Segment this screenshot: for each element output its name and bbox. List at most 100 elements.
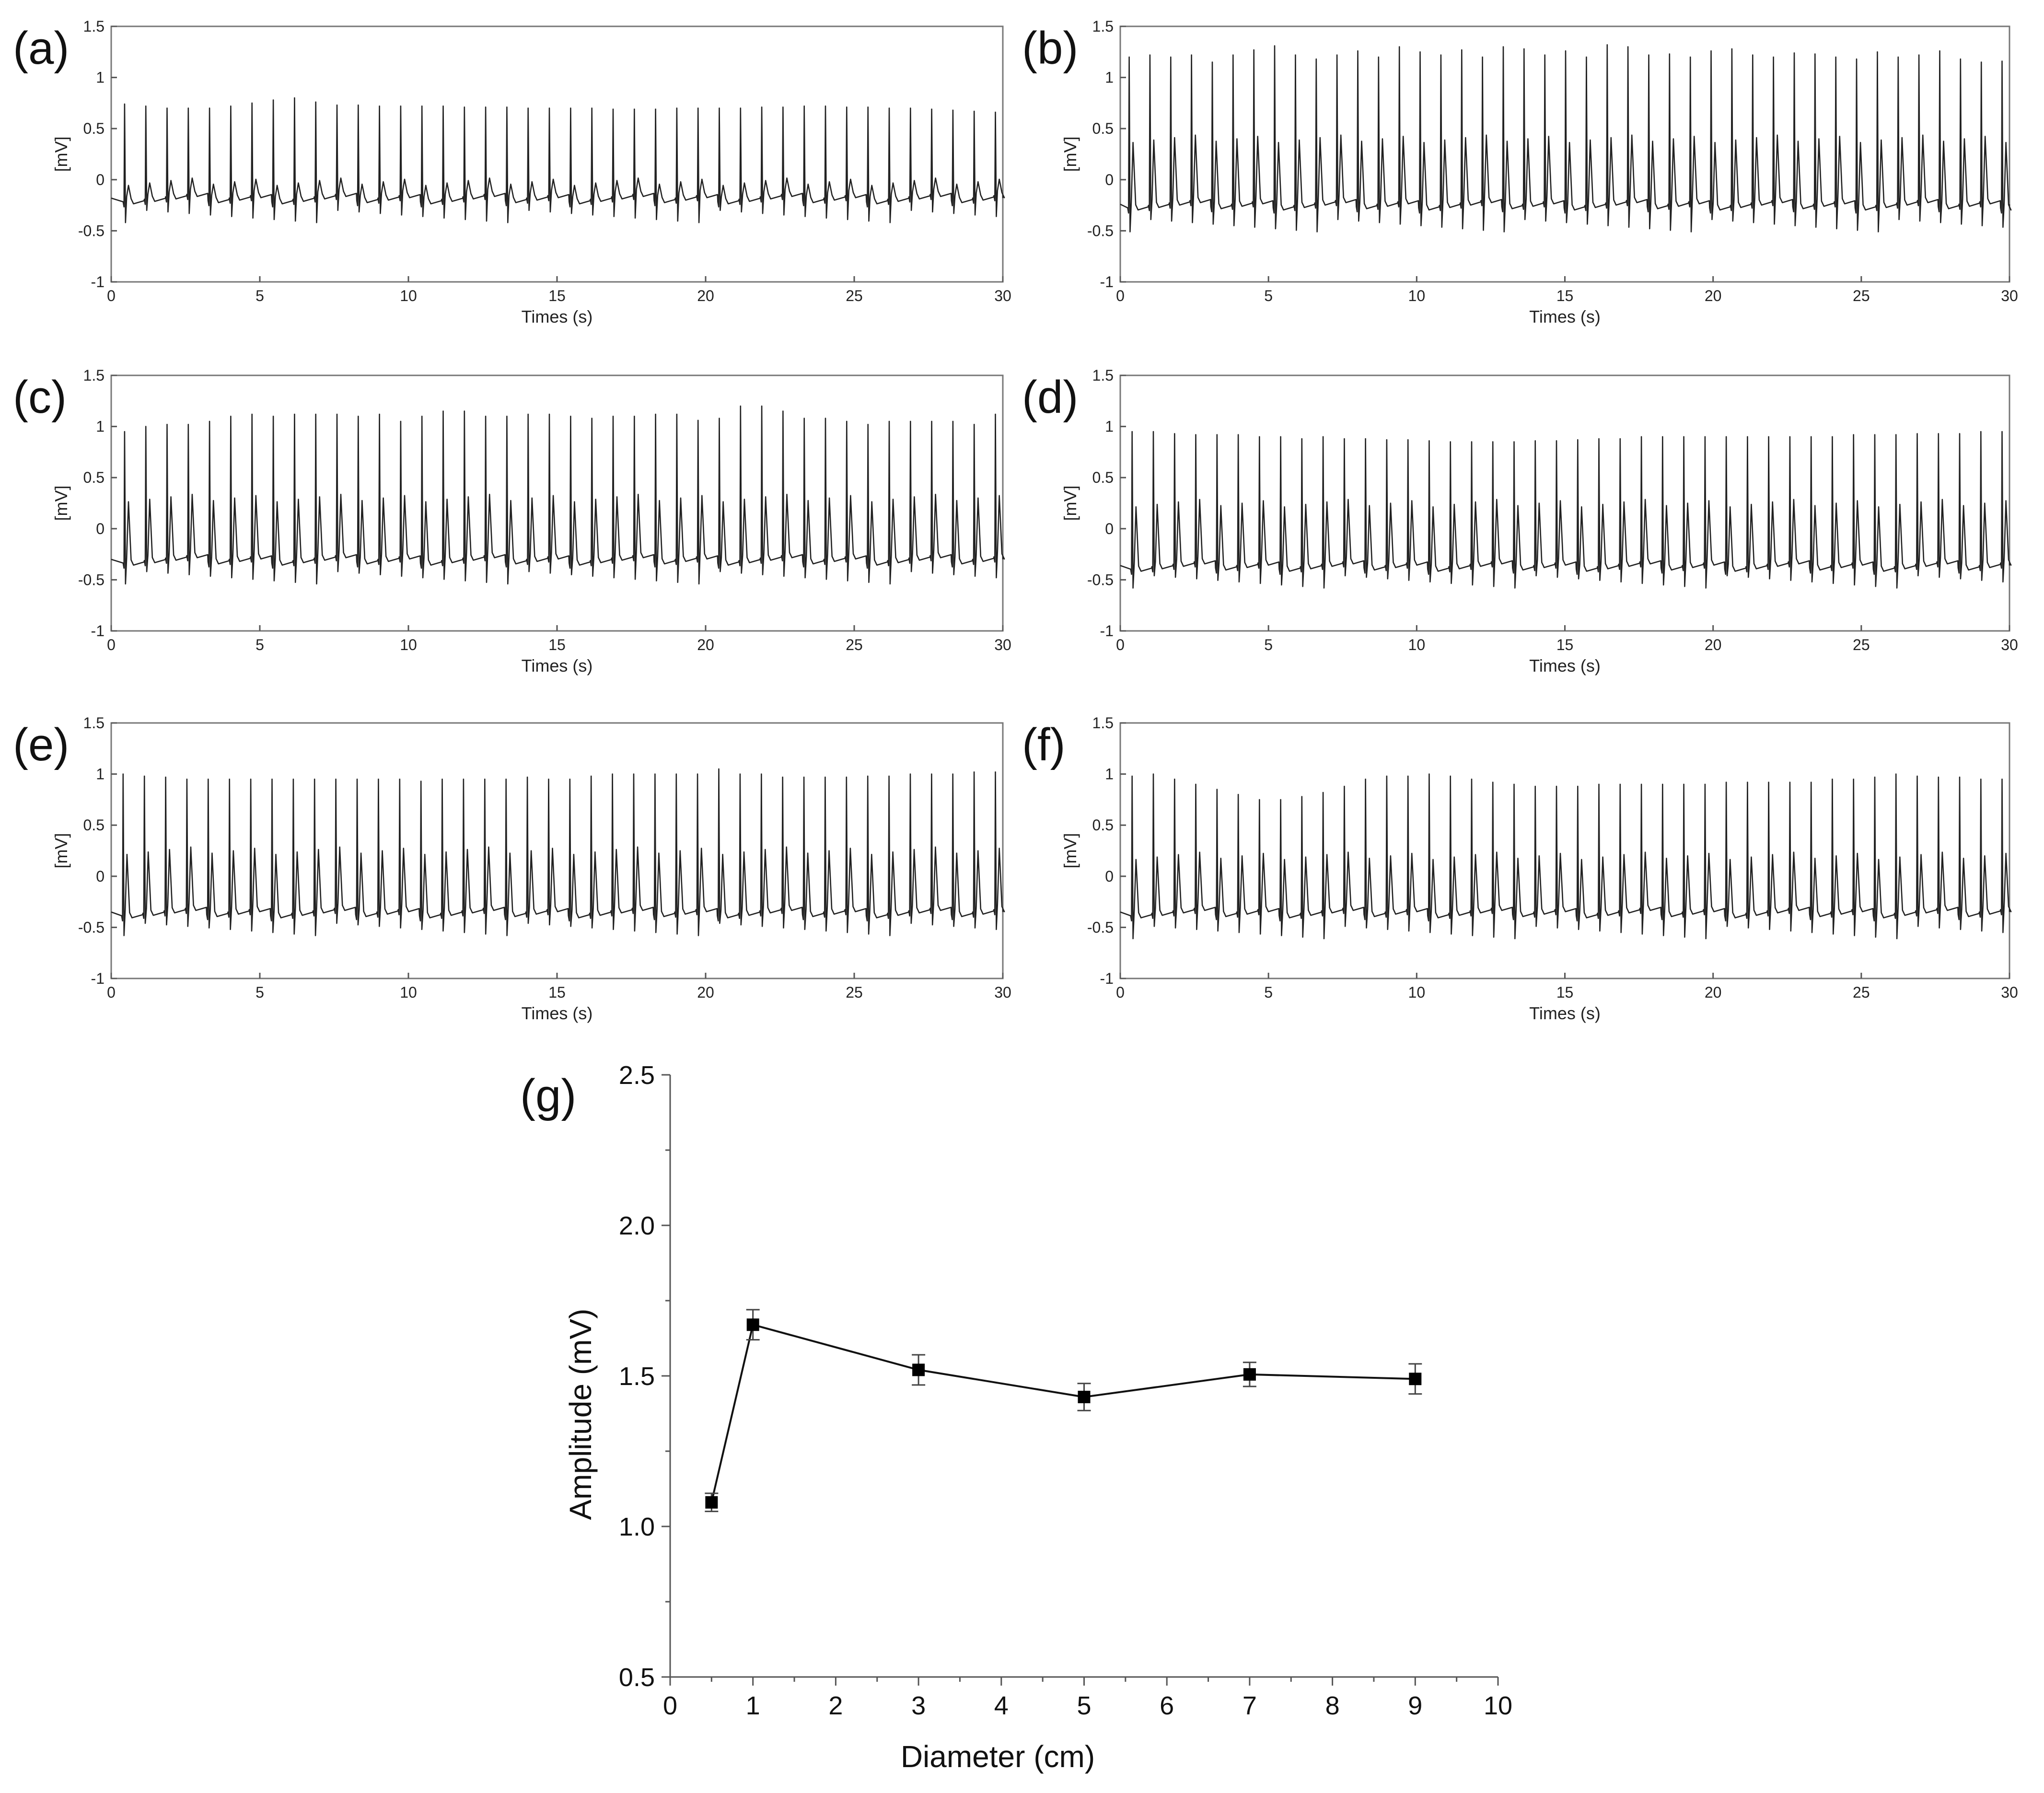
g-data-point (912, 1363, 925, 1376)
x-tick-label-d: 15 (1556, 636, 1574, 653)
ecg-panel-a: (a) -1 -0.5 0 0.5 1 1.5 0 5 10 15 20 25 30 Times (s) [m… (13, 18, 1011, 326)
y-tick-label-a: 0.5 (83, 120, 105, 137)
x-tick-label-b: 25 (1853, 287, 1870, 304)
amplitude-panel-g: (g) 0.5 1.0 1.5 2.0 2.5 0 1 2 3 4 5 6 7 8 9 10 Diameter … (520, 1061, 1512, 1774)
x-tick-label-c: 15 (548, 636, 566, 653)
x-tick-label-b: 0 (1116, 287, 1125, 304)
x-axis-label-d: Times (s) (1529, 656, 1601, 675)
y-tick-label-d: 1.5 (1092, 367, 1114, 384)
ecg-trace-f (1120, 773, 2012, 940)
y-axis-label-b: [mV] (1060, 136, 1080, 172)
g-x-tick-label: 9 (1408, 1691, 1422, 1720)
g-x-tick-label: 2 (828, 1691, 843, 1720)
y-tick-label-b: -0.5 (1087, 222, 1114, 239)
x-tick-label-d: 20 (1705, 636, 1722, 653)
x-tick-label-d: 30 (2001, 636, 2018, 653)
x-axis-label-f: Times (s) (1529, 1003, 1601, 1023)
panel-label-c: (c) (13, 372, 67, 423)
x-tick-label-c: 0 (107, 636, 116, 653)
y-tick-label-d: 0.5 (1092, 469, 1114, 486)
x-tick-label-a: 5 (255, 287, 264, 304)
x-tick-label-f: 10 (1408, 984, 1426, 1001)
x-tick-label-f: 20 (1705, 984, 1722, 1001)
x-tick-label-e: 10 (400, 984, 417, 1001)
y-tick-label-b: 0 (1105, 171, 1114, 188)
ecg-panel-f: (f) -1 -0.5 0 0.5 1 1.5 0 5 10 15 20 25 30 Times (s) [m… (1022, 714, 2018, 1023)
y-tick-label-a: 0 (96, 171, 105, 188)
y-tick-label-a: 1 (96, 69, 105, 86)
g-x-tick-label: 3 (911, 1691, 926, 1720)
g-data-point (1078, 1390, 1091, 1403)
ecg-panel-e: (e) -1 -0.5 0 0.5 1 1.5 0 5 10 15 20 25 30 Times (s) [m… (13, 714, 1011, 1023)
x-tick-label-e: 15 (548, 984, 566, 1001)
x-tick-label-b: 20 (1705, 287, 1722, 304)
x-tick-label-a: 20 (697, 287, 714, 304)
x-tick-label-a: 30 (994, 287, 1011, 304)
x-tick-label-a: 0 (107, 287, 116, 304)
g-data-point (705, 1496, 718, 1509)
x-tick-label-b: 10 (1408, 287, 1426, 304)
g-data-point (746, 1318, 759, 1331)
y-tick-label-c: 0.5 (83, 469, 105, 486)
y-tick-label-b: 0.5 (1092, 120, 1114, 137)
panel-label-b: (b) (1022, 23, 1078, 74)
ecg-trace-a (111, 97, 1005, 223)
g-y-tick-label: 1.0 (619, 1513, 655, 1541)
x-tick-label-d: 5 (1264, 636, 1273, 653)
y-tick-label-a: 1.5 (83, 18, 105, 35)
g-y-axis-label: Amplitude (mV) (563, 1309, 598, 1520)
g-x-tick-label: 8 (1325, 1691, 1340, 1720)
g-data-point (1243, 1368, 1256, 1381)
y-tick-label-b: 1.5 (1092, 18, 1114, 35)
y-tick-label-d: -0.5 (1087, 571, 1114, 588)
x-axis-label-b: Times (s) (1529, 307, 1601, 326)
g-series (705, 1309, 1422, 1513)
x-tick-label-c: 25 (846, 636, 863, 653)
y-tick-label-c: -1 (91, 622, 105, 640)
g-x-axis-label: Diameter (cm) (901, 1739, 1095, 1774)
x-tick-label-c: 10 (400, 636, 417, 653)
x-tick-label-a: 25 (846, 287, 863, 304)
x-tick-label-e: 0 (107, 984, 116, 1001)
g-series-line (710, 1323, 1416, 1503)
y-tick-label-c: 1.5 (83, 367, 105, 384)
x-tick-label-a: 10 (400, 287, 417, 304)
panel-label-a: (a) (13, 23, 69, 74)
x-axis-label-e: Times (s) (522, 1003, 593, 1023)
x-tick-label-c: 5 (255, 636, 264, 653)
y-tick-label-d: -1 (1100, 622, 1114, 640)
y-axis-label-c: [mV] (51, 485, 71, 521)
g-y-tick-label: 0.5 (619, 1663, 655, 1692)
ecg-trace-c (111, 405, 1005, 585)
x-tick-label-f: 15 (1556, 984, 1574, 1001)
y-tick-label-f: 1 (1105, 766, 1114, 783)
y-tick-label-c: 1 (96, 418, 105, 435)
g-x-tick-label: 10 (1484, 1691, 1512, 1720)
x-tick-label-f: 25 (1853, 984, 1870, 1001)
y-tick-label-d: 0 (1105, 520, 1114, 537)
x-tick-label-c: 30 (994, 636, 1011, 653)
x-tick-label-d: 10 (1408, 636, 1426, 653)
y-tick-label-e: 0.5 (83, 816, 105, 834)
ecg-trace-b (1120, 44, 2012, 233)
ecg-panel-b: (b) -1 -0.5 0 0.5 1 1.5 0 5 10 15 20 25 30 Times (s) [m… (1022, 18, 2018, 326)
panel-label-e: (e) (13, 719, 69, 770)
y-tick-label-e: -0.5 (78, 919, 105, 936)
y-tick-label-d: 1 (1105, 418, 1114, 435)
x-tick-label-d: 0 (1116, 636, 1125, 653)
g-y-tick-label: 2.0 (619, 1211, 655, 1240)
ecg-trace-d (1120, 431, 2012, 589)
x-tick-label-c: 20 (697, 636, 714, 653)
x-tick-label-e: 20 (697, 984, 714, 1001)
x-tick-label-f: 5 (1264, 984, 1273, 1001)
y-tick-label-f: -0.5 (1087, 919, 1114, 936)
y-tick-label-a: -1 (91, 273, 105, 291)
ecg-trace-e (111, 768, 1005, 936)
g-axes: 0.5 1.0 1.5 2.0 2.5 0 1 2 3 4 5 6 7 8 9 10 Diameter (cm)… (563, 1061, 1512, 1774)
g-y-tick-label: 1.5 (619, 1362, 655, 1391)
ecg-panel-c: (c) -1 -0.5 0 0.5 1 1.5 0 5 10 15 20 25 30 Times (s) [m… (13, 367, 1011, 675)
x-tick-label-f: 0 (1116, 984, 1125, 1001)
panel-label-d: (d) (1022, 372, 1078, 423)
